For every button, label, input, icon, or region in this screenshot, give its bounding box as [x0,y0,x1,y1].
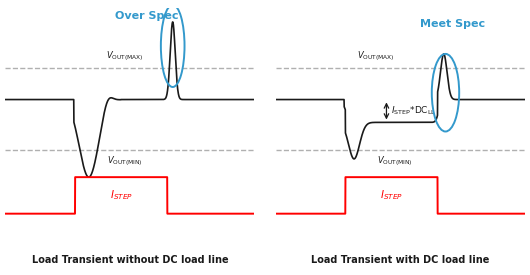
Text: Load Transient with DC load line: Load Transient with DC load line [311,255,489,265]
Text: $\mathit{I}_{\mathregular{STEP}}$$\mathregular{*DC_{\mathregular{LL}}}$: $\mathit{I}_{\mathregular{STEP}}$$\mathr… [391,105,436,117]
Text: Over Spec: Over Spec [115,11,178,21]
Text: $\mathit{I}_{\mathregular{STEP}}$: $\mathit{I}_{\mathregular{STEP}}$ [110,189,132,202]
Text: $\mathit{V}_{\mathregular{OUT(MIN)}}$: $\mathit{V}_{\mathregular{OUT(MIN)}}$ [377,154,413,168]
Text: Meet Spec: Meet Spec [420,19,485,29]
Text: $\mathit{V}_{\mathregular{OUT(MIN)}}$: $\mathit{V}_{\mathregular{OUT(MIN)}}$ [107,154,143,168]
Text: $\mathit{I}_{\mathregular{STEP}}$: $\mathit{I}_{\mathregular{STEP}}$ [380,189,403,202]
Text: $\mathit{V}_{\mathregular{OUT(MAX)}}$: $\mathit{V}_{\mathregular{OUT(MAX)}}$ [357,49,394,63]
Text: $\mathit{V}_{\mathregular{OUT(MAX)}}$: $\mathit{V}_{\mathregular{OUT(MAX)}}$ [106,49,144,63]
Text: Load Transient without DC load line: Load Transient without DC load line [32,255,228,265]
